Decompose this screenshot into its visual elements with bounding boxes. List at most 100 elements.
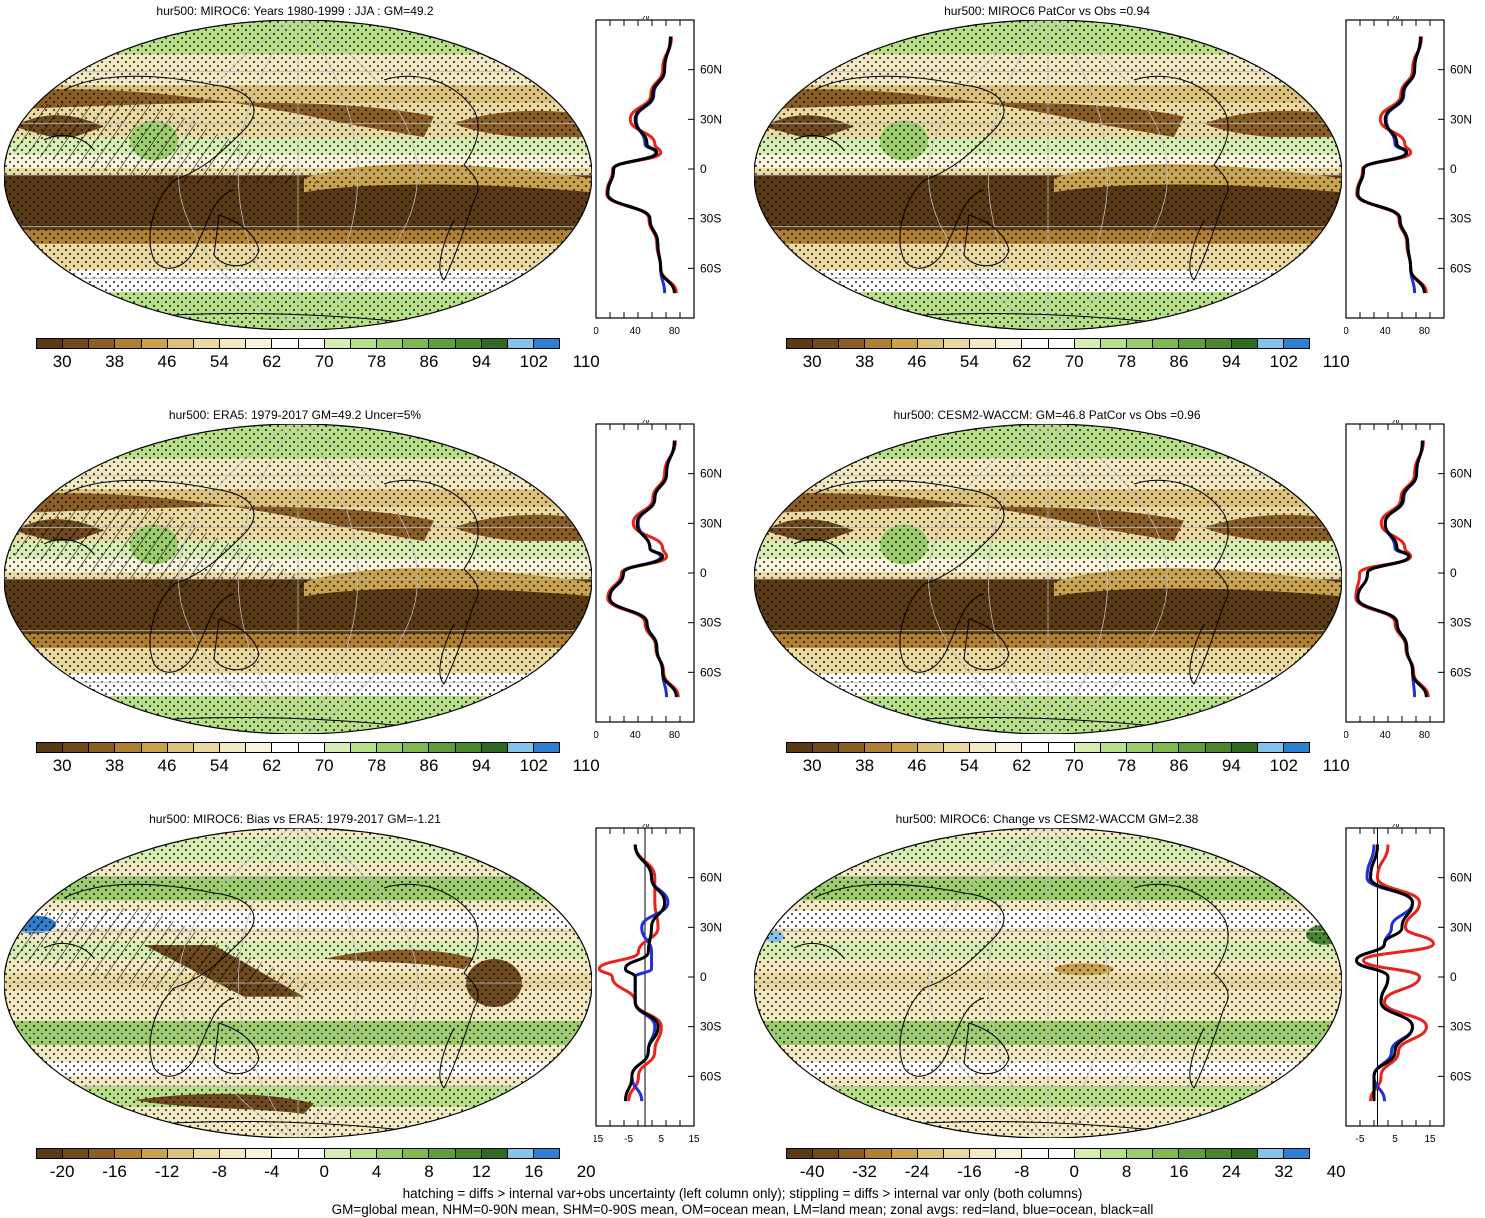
zonal-x-tick-label: 5 [1392, 1134, 1398, 1145]
zonal-mean-plot-p2: % 60N 30N 0 30S 60S 0 40 80 [1344, 16, 1472, 337]
colorbar-tick-label: 46 [157, 756, 177, 775]
colorbar-tick-label: 62 [262, 352, 282, 371]
latitude-tick-label: 60S [700, 1069, 721, 1083]
colorbar-tick-label: -8 [1014, 1162, 1030, 1181]
latitude-tick-label: 60S [1450, 1069, 1471, 1083]
latitude-tick-label: 60N [1450, 871, 1472, 885]
latitude-tick-label: 60S [700, 261, 721, 275]
zonal-x-tick-label: 80 [669, 326, 681, 337]
colorbar-tick-label: 32 [1274, 1162, 1294, 1181]
colorbar-tick-label: 40 [1326, 1162, 1346, 1181]
colorbar-tick-label: 94 [471, 352, 491, 371]
colorbar-tick-label: 86 [419, 756, 439, 775]
latitude-tick-label: 30S [700, 212, 721, 226]
zonal-unit-label: % [1391, 420, 1400, 426]
latitude-tick-label: 0 [700, 970, 707, 984]
colorbar-p2 [786, 338, 1310, 349]
zonal-x-tick-label: -5 [624, 1134, 633, 1145]
colorbar-tick-label: -32 [852, 1162, 877, 1181]
zonal-line-all [606, 36, 676, 294]
colorbar-tick-label: 70 [314, 352, 334, 371]
panel-title: hur500: MIROC6: Bias vs ERA5: 1979-2017 … [149, 812, 441, 826]
zonal-x-tick-label: 80 [1419, 326, 1431, 337]
latitude-tick-label: 30N [700, 112, 722, 126]
colorbar-tick-label: 54 [959, 352, 979, 371]
latitude-tick-label: 30N [1450, 516, 1472, 530]
colorbar-tick-label: 110 [572, 352, 600, 371]
colorbar-tick-label: 30 [52, 352, 72, 371]
colorbar-tick-label: -16 [957, 1162, 982, 1181]
zonal-x-tick-label: 15 [1424, 1134, 1436, 1145]
colorbar-tick-label: 110 [1322, 756, 1350, 775]
zonal-x-tick-label: 80 [669, 730, 681, 741]
zonal-x-tick-label: 15 [688, 1134, 700, 1145]
zonal-x-tick-label: 40 [630, 730, 642, 741]
latitude-tick-label: 30S [1450, 212, 1471, 226]
zonal-line-land [1362, 844, 1435, 1102]
latitude-tick-label: 30S [1450, 1020, 1471, 1034]
latitude-tick-label: 60N [700, 63, 722, 77]
latitude-tick-label: 30N [700, 920, 722, 934]
colorbar-tick-label: -4 [264, 1162, 280, 1181]
zonal-unit-label: % [641, 824, 650, 830]
zonal-x-tick-label: 80 [1419, 730, 1431, 741]
zonal-unit-label: % [1391, 16, 1400, 22]
colorbar-tick-label: 102 [519, 352, 548, 371]
panel-title: hur500: MIROC6: Change vs CESM2-WACCM GM… [895, 812, 1199, 826]
colorbar-tick-label: 110 [572, 756, 600, 775]
colorbar-tick-label: 78 [1117, 352, 1137, 371]
colorbar-tick-label: 16 [524, 1162, 544, 1181]
colorbar-tick-label: 38 [105, 756, 125, 775]
colorbar-tick-label: 70 [314, 756, 334, 775]
latitude-tick-label: 0 [700, 566, 707, 580]
colorbar-tick-label: 12 [471, 1162, 491, 1181]
colorbar-tick-label: 70 [1064, 352, 1084, 371]
colorbar-tick-label: 70 [1064, 756, 1084, 775]
zonal-line-land [606, 440, 680, 698]
latitude-tick-label: 0 [1450, 970, 1457, 984]
latitude-tick-label: 0 [700, 162, 707, 176]
footer-line-2: GM=global mean, NHM=0-90N mean, SHM=0-90… [331, 1202, 1154, 1217]
latitude-tick-label: 30S [700, 1020, 721, 1034]
colorbar-tick-label: 46 [907, 756, 927, 775]
latitude-tick-label: 30N [1450, 920, 1472, 934]
latitude-tick-label: 60N [1450, 467, 1472, 481]
colorbar-tick-label: 46 [157, 352, 177, 371]
zonal-line-land [597, 844, 663, 1102]
zonal-unit-label: % [641, 16, 650, 22]
colorbar-tick-label: -8 [211, 1162, 227, 1181]
latitude-tick-label: 0 [1450, 566, 1457, 580]
colorbar-tick-label: 110 [1322, 352, 1350, 371]
zonal-line-all [1356, 440, 1428, 698]
colorbar-tick-label: 102 [1269, 756, 1298, 775]
colorbar-p4 [786, 742, 1310, 753]
zonal-mean-plot-p3: % 60N 30N 0 30S 60S 0 40 80 [594, 420, 722, 741]
colorbar-tick-label: 0 [319, 1162, 329, 1181]
colorbar-tick-label: 62 [1012, 352, 1032, 371]
footer-line-1: hatching = diffs > internal var+obs unce… [402, 1186, 1083, 1201]
map-panel-p4 [754, 424, 1342, 734]
zonal-unit-label: % [1391, 824, 1400, 830]
colorbar-tick-label: 4 [371, 1162, 382, 1181]
latitude-tick-label: 60N [700, 871, 722, 885]
colorbar-tick-label: 54 [209, 756, 229, 775]
colorbar-tick-label: -20 [49, 1162, 75, 1181]
latitude-tick-label: 30N [700, 516, 722, 530]
zonal-x-tick-label: 40 [630, 326, 642, 337]
colorbar-tick-label: 94 [1221, 756, 1241, 775]
colorbar-tick-label: 24 [1221, 1162, 1241, 1181]
colorbar-tick-label: 30 [52, 756, 72, 775]
zonal-x-tick-label: -5 [1356, 1134, 1365, 1145]
colorbar-tick-label: -12 [154, 1162, 180, 1181]
map-panel-p1 [4, 20, 592, 330]
latitude-tick-label: 0 [1450, 162, 1457, 176]
colorbar-p1 [36, 338, 560, 349]
colorbar-tick-label: 46 [907, 352, 927, 371]
colorbar-tick-label: 78 [1117, 756, 1137, 775]
panel-title: hur500: CESM2-WACCM: GM=46.8 PatCor vs O… [893, 408, 1201, 422]
zonal-unit-label: % [641, 420, 650, 426]
zonal-x-tick-label: 0 [1344, 326, 1349, 337]
colorbar-p5 [36, 1148, 560, 1159]
latitude-tick-label: 30S [1450, 616, 1471, 630]
zonal-mean-plot-p6: % 60N 30N 0 30S 60S -5 5 15 [1345, 824, 1472, 1145]
